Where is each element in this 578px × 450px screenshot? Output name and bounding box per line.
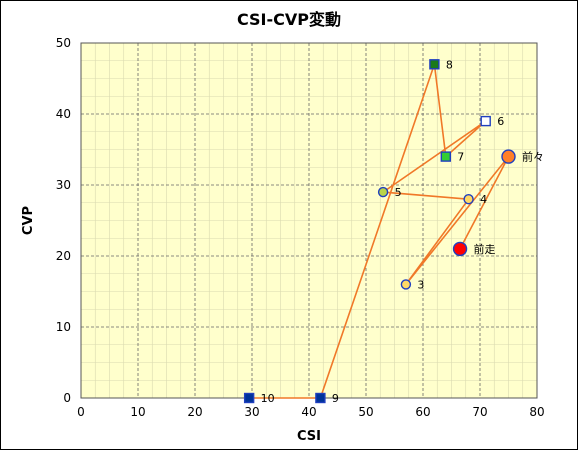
data-label: 4 [480,193,487,206]
x-tick-label: 70 [472,405,487,419]
data-label: 7 [457,151,464,164]
x-tick-label: 20 [187,405,202,419]
y-axis-label: CVP [21,206,36,235]
x-axis-label: CSI [297,429,321,444]
x-tick-label: 60 [415,405,430,419]
data-point [243,392,255,404]
x-tick-label: 50 [358,405,373,419]
y-tick-label: 0 [63,391,71,405]
trajectory-line [249,64,510,399]
x-tick-label: 80 [529,405,544,419]
y-tick-label: 30 [56,178,71,192]
data-label: 前々 [522,150,544,164]
x-tick-label: 30 [244,405,259,419]
data-point [452,241,468,257]
data-point [315,392,326,404]
y-tick-label: 20 [56,249,71,263]
data-point [480,115,491,127]
y-tick-label: 40 [56,107,71,121]
x-tick-label: 40 [301,405,316,419]
data-point [429,59,440,70]
y-tick-label: 10 [56,320,71,334]
x-tick-label: 0 [77,405,85,419]
data-point [501,149,516,164]
y-tick-label: 50 [56,36,71,50]
data-point [377,186,389,198]
data-label: 8 [446,58,453,71]
data-point [463,193,474,205]
data-label: 9 [332,392,339,405]
data-label: 前走 [474,242,496,256]
data-label: 6 [497,115,504,128]
chart-title: CSI-CVP変動 [236,10,341,29]
data-label: 3 [417,278,424,291]
data-point [400,279,412,290]
data-label: 5 [395,186,402,199]
data-label: 10 [261,392,275,405]
data-point [440,151,451,162]
x-tick-label: 10 [130,405,145,419]
